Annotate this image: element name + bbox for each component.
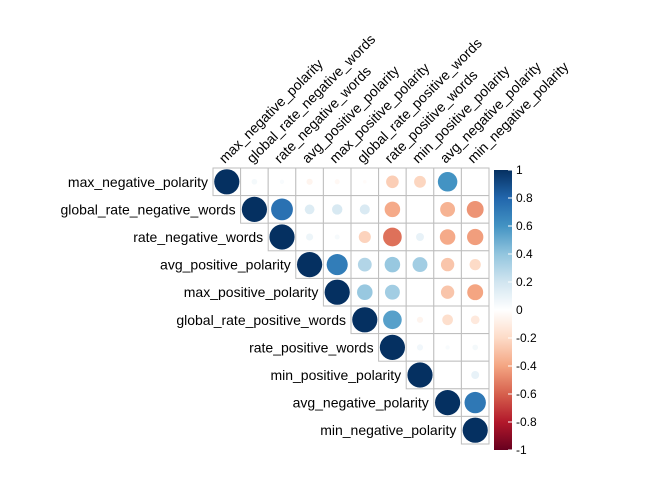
correlation-circle	[352, 307, 378, 333]
correlation-circle	[383, 310, 402, 330]
correlation-circle	[357, 257, 372, 272]
correlation-circle	[386, 175, 399, 189]
colorbar-tick-label: -0.2	[516, 331, 537, 345]
correlation-circle	[435, 390, 461, 416]
row-label: rate_positive_words	[249, 339, 374, 355]
correlation-circle	[324, 279, 350, 305]
correlation-circle	[251, 178, 258, 185]
colorbar-gradient	[494, 170, 512, 450]
correlation-circle	[334, 179, 340, 185]
correlation-circle	[241, 196, 267, 222]
correlation-circle	[384, 256, 401, 273]
grid-cell	[405, 195, 435, 224]
colorbar-tick-label: 0.8	[516, 191, 533, 205]
row-label: avg_positive_polarity	[160, 257, 291, 273]
colorbar: 1 0.8 0.6 0.4 0.2 0 -0.2 -0.4 -0.6 -0.8 -1	[494, 163, 537, 457]
grid-cell	[405, 167, 435, 197]
row-label: max_positive_polarity	[184, 284, 319, 300]
correlation-circle	[414, 175, 426, 188]
correlation-circle	[357, 284, 373, 300]
correlation-circle	[439, 229, 456, 245]
correlation-circle	[416, 316, 424, 323]
colorbar-tick-label: -1	[516, 443, 527, 457]
correlation-circle	[466, 200, 484, 218]
correlation-circle	[269, 224, 295, 250]
colorbar-tick-label: -0.4	[516, 359, 537, 373]
correlation-circle	[379, 334, 405, 360]
correlation-circle	[440, 257, 455, 272]
correlation-circle	[214, 169, 240, 195]
correlation-circle	[462, 417, 488, 443]
colorbar-tick-label: 0.6	[516, 219, 533, 233]
row-label: avg_negative_polarity	[293, 395, 429, 411]
correlation-circle	[358, 230, 371, 244]
colorbar-tick-label: 0.2	[516, 275, 533, 289]
colorbar-tick-label: 1	[516, 163, 523, 177]
correlation-circle	[407, 362, 433, 388]
correlation-circle	[384, 284, 400, 300]
correlation-circle	[332, 204, 343, 215]
grid-cell	[322, 222, 352, 252]
correlation-circle	[297, 252, 323, 278]
correlation-circle	[412, 257, 428, 273]
grid-cell	[460, 167, 490, 197]
correlation-circle	[470, 315, 480, 325]
row-label: max_negative_polarity	[68, 174, 208, 190]
correlation-circle	[467, 228, 484, 246]
correlation-circle	[334, 234, 340, 240]
correlation-circle	[440, 285, 455, 299]
row-label: rate_negative_words	[133, 229, 263, 245]
correlation-circle	[442, 314, 453, 326]
correlation-circle	[326, 254, 348, 276]
colorbar-tick-label: 0.4	[516, 247, 533, 261]
correlation-circle	[306, 233, 314, 241]
correlation-circle	[467, 284, 484, 301]
grid-cell	[405, 277, 435, 307]
colorbar-tick-label: 0	[516, 303, 523, 317]
correlation-circle	[363, 180, 367, 184]
correlation-circle	[416, 233, 424, 241]
correlation-circle	[464, 391, 486, 414]
correlation-circle	[359, 204, 370, 215]
column-labels: max_negative_polarityglobal_rate_negativ…	[216, 31, 572, 166]
row-label: min_positive_polarity	[270, 367, 401, 383]
grid-cell	[433, 360, 462, 390]
correlation-circle	[440, 201, 456, 217]
correlation-circle	[416, 344, 424, 351]
row-labels: max_negative_polarity global_rate_negativ…	[60, 174, 456, 438]
colorbar-tick-label: -0.6	[516, 387, 537, 401]
correlation-circle	[437, 172, 458, 192]
grid-cell	[322, 195, 352, 224]
correlation-circle	[445, 345, 450, 350]
correlation-circle	[306, 178, 313, 185]
correlation-circle	[304, 204, 315, 215]
correlation-circles	[214, 169, 488, 443]
correlation-circle	[384, 201, 401, 218]
correlation-circle	[383, 227, 402, 247]
correlation-circle	[469, 258, 481, 271]
row-label: min_negative_polarity	[320, 422, 456, 438]
correlation-circle	[472, 344, 479, 351]
correlation-circle	[279, 179, 285, 184]
row-label: global_rate_positive_words	[176, 312, 346, 328]
correlation-circle	[271, 198, 293, 221]
row-label: global_rate_negative_words	[60, 201, 235, 217]
correlation-circle	[471, 371, 480, 379]
colorbar-tick-label: -0.8	[516, 415, 537, 429]
